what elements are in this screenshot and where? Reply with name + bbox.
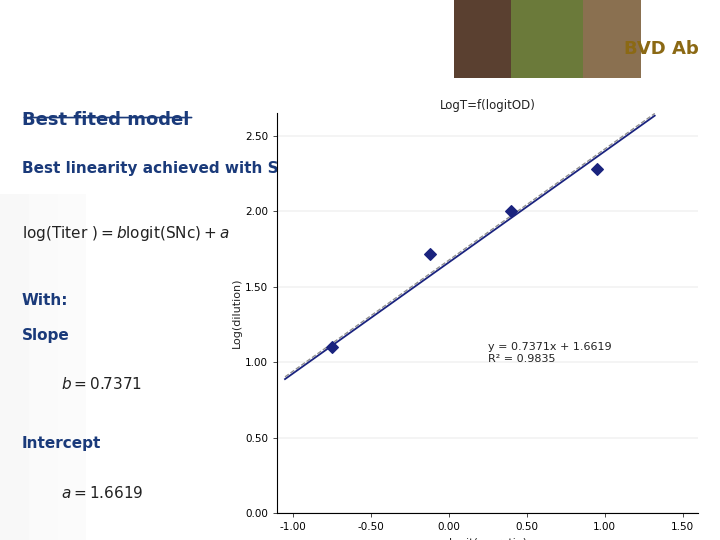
Text: Best linearity achieved with SNc between 0.11 and 0.93: Best linearity achieved with SNc between… <box>22 161 502 177</box>
Text: BVD Ab: BVD Ab <box>624 39 698 58</box>
Bar <box>454 0 511 78</box>
Text: Intercept: Intercept <box>22 436 101 451</box>
Bar <box>0 194 29 540</box>
Title: LogT=f(logitOD): LogT=f(logitOD) <box>440 99 536 112</box>
Bar <box>511 0 583 78</box>
Point <box>326 343 338 352</box>
Text: Slope: Slope <box>22 328 69 342</box>
Bar <box>583 0 641 78</box>
Text: Best fited model: Best fited model <box>22 111 189 129</box>
Text: $b = 0.7371$: $b = 0.7371$ <box>61 376 143 392</box>
Text: With:: With: <box>22 293 68 308</box>
Text: selected model: selected model <box>137 31 292 50</box>
Text: $a = 1.6619$: $a = 1.6619$ <box>61 484 143 501</box>
Point <box>591 165 603 173</box>
Text: $\mathrm{log(Titer\ )} = b\mathrm{logit(SNc)} + a$: $\mathrm{log(Titer\ )} = b\mathrm{logit(… <box>22 224 229 243</box>
Bar <box>29 194 58 540</box>
Y-axis label: Log(dilution): Log(dilution) <box>233 278 242 348</box>
X-axis label: logit(sncratio): logit(sncratio) <box>449 538 527 540</box>
Text: y = 0.7371x + 1.6619
R² = 0.9835: y = 0.7371x + 1.6619 R² = 0.9835 <box>488 342 611 364</box>
Bar <box>58 194 86 540</box>
Point <box>505 207 517 216</box>
Point <box>424 249 436 258</box>
Text: Results: Results <box>16 26 143 55</box>
